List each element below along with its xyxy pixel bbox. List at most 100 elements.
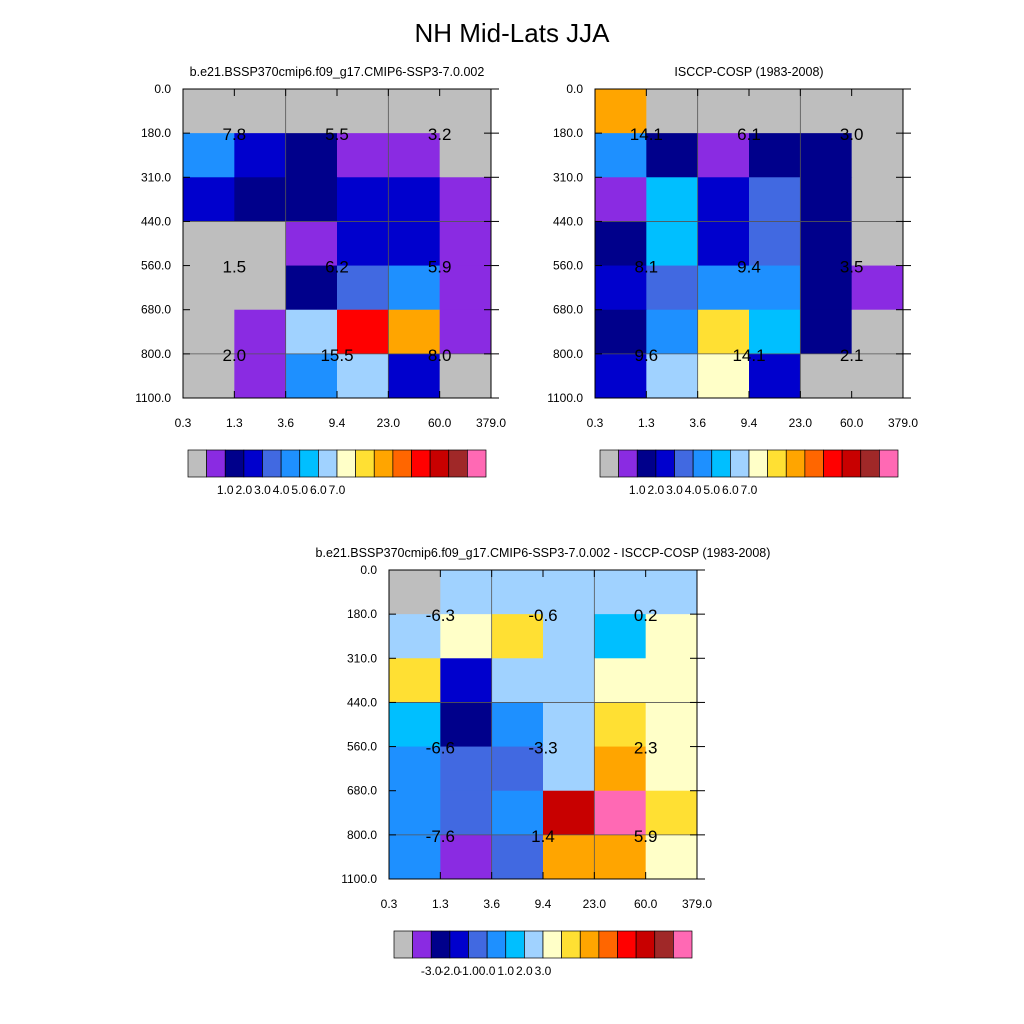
colorbar-swatch (654, 930, 674, 959)
heatmap-cell (595, 133, 647, 178)
heatmap-cell (594, 658, 647, 703)
colorbar-swatch (206, 449, 226, 478)
x-tick-label: 0.3 (175, 416, 192, 430)
colorbar-swatch (692, 449, 713, 478)
heatmap-cell (234, 133, 287, 178)
colorbar-swatch (617, 930, 637, 959)
heatmap-cell (543, 658, 595, 703)
y-tick-label: 1100.0 (135, 391, 171, 405)
x-tick-label: 3.6 (689, 416, 706, 430)
heatmap-cell (851, 353, 904, 399)
colorbar-swatch (430, 930, 451, 959)
heatmap-cell (439, 265, 492, 311)
y-tick-label: 180.0 (553, 126, 583, 140)
heatmap-cell (183, 221, 235, 267)
cell-value-label: 0.2 (634, 606, 658, 625)
colorbar-swatch (561, 930, 581, 959)
heatmap-cell (389, 570, 441, 615)
colorbar-swatch (730, 449, 750, 478)
heatmap-panel-1: b.e21.BSSP370cmip6.f09_g17.CMIP6-SSP3-7.… (135, 65, 506, 497)
colorbar-label: 6.0 (310, 483, 327, 497)
heatmap-cell (337, 89, 389, 134)
heatmap-cell (439, 353, 492, 399)
heatmap-cell (595, 221, 647, 267)
heatmap-cell (440, 790, 493, 836)
colorbar-swatch (524, 930, 544, 959)
colorbar-swatch (673, 930, 693, 959)
heatmap-cell (491, 746, 544, 792)
x-tick-label: 9.4 (535, 897, 552, 911)
heatmap-cell (851, 221, 904, 267)
heatmap-cell (388, 309, 441, 355)
heatmap-cell (440, 746, 493, 792)
colorbar-swatch (224, 449, 245, 478)
cell-value-label: 3.0 (840, 125, 864, 144)
heatmap-cell (439, 89, 492, 134)
heatmap-cell (543, 746, 595, 792)
heatmap-cell (749, 221, 801, 267)
colorbar-label: 1.0 (217, 483, 234, 497)
heatmap-cell (285, 177, 338, 222)
heatmap-cell (491, 790, 544, 836)
y-tick-label: 560.0 (553, 259, 583, 273)
colorbar-label: 2.0 (236, 483, 253, 497)
colorbar-swatch (392, 449, 412, 478)
colorbar-swatch (860, 449, 880, 478)
heatmap-cell (337, 221, 389, 267)
heatmap-cell (183, 177, 235, 222)
cell-value-label: 8.1 (635, 258, 659, 277)
heatmap-cell (594, 746, 647, 792)
colorbar-label: 5.0 (703, 483, 720, 497)
colorbar-swatch (655, 449, 675, 478)
x-tick-label: 23.0 (377, 416, 401, 430)
heatmap-cell (800, 177, 853, 222)
heatmap-cell (594, 702, 647, 748)
heatmap-cell (337, 353, 389, 399)
colorbar-swatch (468, 930, 488, 959)
colorbar-label: 4.0 (273, 483, 290, 497)
heatmap-cell (645, 614, 698, 659)
cell-value-label: 14.1 (630, 125, 663, 144)
heatmap-cell (697, 89, 750, 134)
heatmap-cell (389, 790, 441, 836)
x-tick-label: 379.0 (682, 897, 712, 911)
heatmap-cell (697, 309, 750, 355)
heatmap-cell (491, 614, 544, 659)
cell-value-label: 15.5 (320, 346, 353, 365)
heatmap-cell (749, 265, 801, 311)
y-tick-label: 180.0 (347, 607, 377, 621)
heatmap-cell (388, 221, 441, 267)
y-tick-label: 680.0 (141, 303, 171, 317)
heatmap-cell (183, 133, 235, 178)
heatmap-cell (594, 834, 647, 880)
heatmap-cell (183, 353, 235, 399)
colorbar-swatch (598, 930, 618, 959)
heatmap-cell (491, 702, 544, 748)
heatmap-cell (646, 89, 699, 134)
heatmap-cell (491, 658, 544, 703)
cell-value-label: 3.2 (428, 125, 452, 144)
colorbar-label: 2.0 (516, 964, 533, 978)
x-tick-label: 60.0 (840, 416, 864, 430)
heatmap-cell (389, 614, 441, 659)
heatmap-cell (595, 89, 647, 134)
heatmap-cell (543, 614, 595, 659)
heatmap-cell (594, 614, 647, 659)
heatmap-cell (646, 177, 699, 222)
y-tick-label: 440.0 (141, 214, 171, 228)
colorbar-swatch (711, 449, 731, 478)
cell-value-label: 9.6 (635, 346, 659, 365)
colorbar-swatch (486, 930, 507, 959)
cell-value-label: 5.9 (428, 258, 452, 277)
panel-title: ISCCP-COSP (1983-2008) (674, 65, 823, 79)
cell-value-label: -0.6 (528, 606, 557, 625)
heatmap-cell (234, 309, 287, 355)
cell-value-label: 5.5 (325, 125, 349, 144)
heatmap-cell (749, 353, 801, 399)
colorbar-label: -3.0 (421, 964, 442, 978)
colorbar-swatch (467, 449, 487, 478)
heatmap-cell (645, 702, 698, 748)
heatmap-cell (234, 89, 287, 134)
y-tick-label: 680.0 (553, 303, 583, 317)
colorbar-label: 0.0 (479, 964, 496, 978)
